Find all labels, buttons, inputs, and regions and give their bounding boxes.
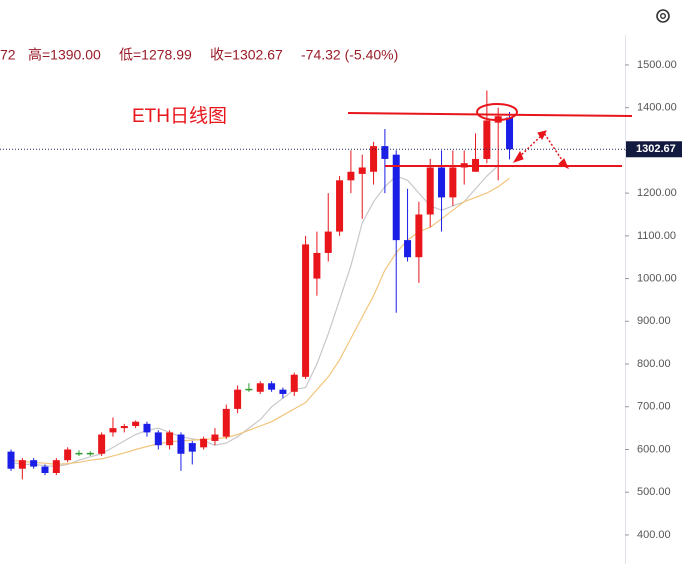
candle-body [120,425,128,429]
candle-body [200,438,208,448]
candle-body [109,428,117,433]
candle-body [381,146,389,159]
candle-body [290,374,298,392]
y-tick-label: 1500.00 [637,59,677,71]
candle-body [143,423,151,433]
candle-body [324,231,332,253]
candle-body [426,167,434,215]
gear-hub[interactable] [660,13,666,19]
candle-body [370,146,378,172]
arrow-head [512,150,524,163]
candle-body [211,434,219,441]
arrow-head [558,158,569,169]
y-tick-label: 500.00 [637,486,671,498]
settings-icon[interactable] [656,9,670,23]
last-price-label: 1302.67 [636,143,676,155]
header-low: 低=1278.99 [119,47,192,63]
header-high: 高=1390.00 [28,47,101,63]
plot [7,90,514,480]
moving-average [10,177,510,466]
candle-body [438,167,446,198]
highlight-ellipse [476,103,518,121]
candle-body [483,120,491,159]
candle-body [188,443,196,452]
gear[interactable] [656,9,670,23]
drawings [347,103,633,169]
candle-body [52,460,60,473]
y-tick-label: 800.00 [637,358,671,370]
candle-body [347,171,355,181]
header-open: 72 [0,47,16,63]
moving-average [10,164,499,468]
candle-body [313,252,321,279]
candle-body [336,180,344,232]
candle-body [268,383,276,390]
candle-body [256,383,264,392]
projection-arrow [515,131,567,167]
candle-body [64,449,72,461]
y-tick-label: 600.00 [637,443,671,455]
arrow-head [537,130,547,140]
header-change: -74.32 (-5.40%) [301,47,398,63]
header-close: 收=1302.67 [210,47,283,63]
candle-body [234,389,242,409]
candle-body [358,167,366,174]
candle-body [75,452,83,455]
candle-body [154,432,162,446]
candle-body [30,460,38,467]
candle-body [166,432,174,446]
candle-body [132,421,140,426]
header: 72 高=1390.00 低=1278.99 收=1302.67 -74.32 … [0,47,398,63]
y-tick-label: 1400.00 [637,102,677,114]
last-price-box [626,141,682,158]
candle-body [506,117,514,150]
y-tick-label: 1200.00 [637,187,677,199]
y-tick-label: 700.00 [637,401,671,413]
candle-body [86,452,94,455]
y-tick-label: 400.00 [637,529,671,541]
y-tick-label: 1100.00 [637,230,676,242]
candle-body [392,154,400,241]
resistance-line [347,112,633,117]
candle-body [41,466,49,473]
candle-body [222,408,230,437]
y-tick-label: 1000.00 [637,272,677,284]
y-tick-label: 900.00 [637,315,671,327]
candle-body [245,388,253,391]
candle-body [98,434,106,454]
candle-body [7,451,15,469]
candle-body [404,240,412,258]
candle-body [302,244,310,377]
candle-body [279,389,287,394]
candle-body [18,460,26,469]
candle-body [449,167,457,198]
annotation: ETH日线图 [132,105,227,127]
candle-body [415,214,423,258]
candle-body [177,434,185,454]
